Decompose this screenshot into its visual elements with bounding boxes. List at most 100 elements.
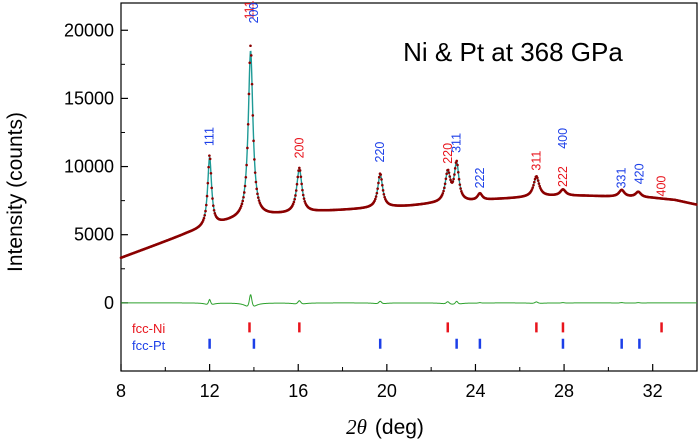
observed-point [303,200,307,203]
observed-point [242,191,246,194]
observed-point [240,202,244,206]
peak-label-pt: 331 [615,167,629,188]
observed-point [459,187,462,190]
observed-point [301,193,305,197]
peak-label-ni: 220 [441,143,455,164]
observed-point [533,177,537,181]
observed-point [203,213,207,217]
peak-label-pt: 200 [247,2,261,23]
observed-point [455,159,459,163]
observed-point [253,158,256,161]
observed-point [453,173,456,176]
x-tick-label: 8 [116,381,126,401]
observed-point [377,181,380,185]
observed-point [292,200,296,204]
x-axis-symbol: 2θ [346,415,367,439]
observed-point [374,195,378,198]
observed-point [204,209,207,213]
observed-point [252,139,255,143]
observed-point [247,92,251,96]
observed-point [456,170,460,174]
y-tick-label: 15000 [64,88,114,108]
observed-point [444,177,448,181]
observed-point [460,190,463,193]
observed-point [537,182,541,185]
observed-point [449,178,452,182]
observed-point [301,188,304,192]
peak-label-ni: 400 [655,176,669,197]
observed-point [296,175,300,179]
observed-point [445,172,448,176]
observed-point [532,183,535,187]
observed-point [210,186,214,190]
observed-point [212,208,216,212]
legend-ni: fcc-Ni [132,321,165,336]
observed-point [299,175,303,179]
observed-point [532,180,536,184]
observed-point [246,146,249,150]
observed-data [119,44,698,260]
y-axis-title: Intensity (counts) [4,112,27,272]
observed-point [249,54,253,57]
observed-point [244,175,248,179]
observed-point [201,219,205,222]
x-tick-label: 20 [377,381,397,401]
peak-label-ni: 311 [529,151,543,171]
observed-point [251,114,255,117]
plot-frame [120,2,698,372]
observed-point [531,186,535,189]
observed-point [381,183,384,187]
observed-point [249,44,252,48]
observed-point [377,175,381,179]
y-axis: 0 5000 10000 15000 20000 [64,20,128,313]
observed-point [457,177,461,181]
peak-label-pt: 311 [450,133,464,153]
observed-point [291,202,295,206]
observed-point [380,178,383,181]
x-tick-label: 28 [554,381,574,401]
x-tick-label: 12 [200,381,220,401]
x-tick-label: 32 [643,381,663,401]
peak-label-ni: 200 [292,137,306,158]
observed-point [381,189,385,192]
peak-label-pt: 111 [203,127,217,146]
observed-point [294,189,298,192]
observed-point [204,203,208,207]
observed-point [242,195,245,199]
y-tick-label: 20000 [64,20,114,40]
observed-point [205,194,209,198]
fit-curve [120,50,698,259]
observed-point [209,171,213,175]
observed-point [383,195,386,199]
observed-point [447,171,451,174]
observed-point [211,197,214,200]
observed-point [298,169,302,172]
observed-point [456,163,459,167]
observed-point [213,212,217,215]
peak-label-pt: 420 [632,163,646,184]
peak-label-pt: 400 [556,128,570,149]
observed-point [255,187,258,191]
observed-point [453,167,457,170]
observed-point [538,184,542,188]
observed-point [375,191,379,195]
y-tick-label: 10000 [64,157,114,177]
observed-point [295,182,299,186]
peak-label-ni: 111 [243,0,257,19]
x-axis: 8 12 16 20 24 28 32 [116,364,663,401]
observed-point [246,123,250,126]
observed-point [452,177,455,181]
observed-point [298,166,301,170]
observed-point [211,204,215,207]
observed-point [293,197,296,201]
y-tick-label: 0 [104,293,114,313]
observed-point [294,194,297,197]
x-axis-title: 2θ (deg) [346,415,424,439]
peak-label-pt: 220 [373,142,387,163]
observed-point [446,168,450,172]
peak-label-ni: 222 [556,166,570,187]
observed-point [241,199,245,203]
observed-point [245,163,248,167]
observed-point [536,179,540,182]
